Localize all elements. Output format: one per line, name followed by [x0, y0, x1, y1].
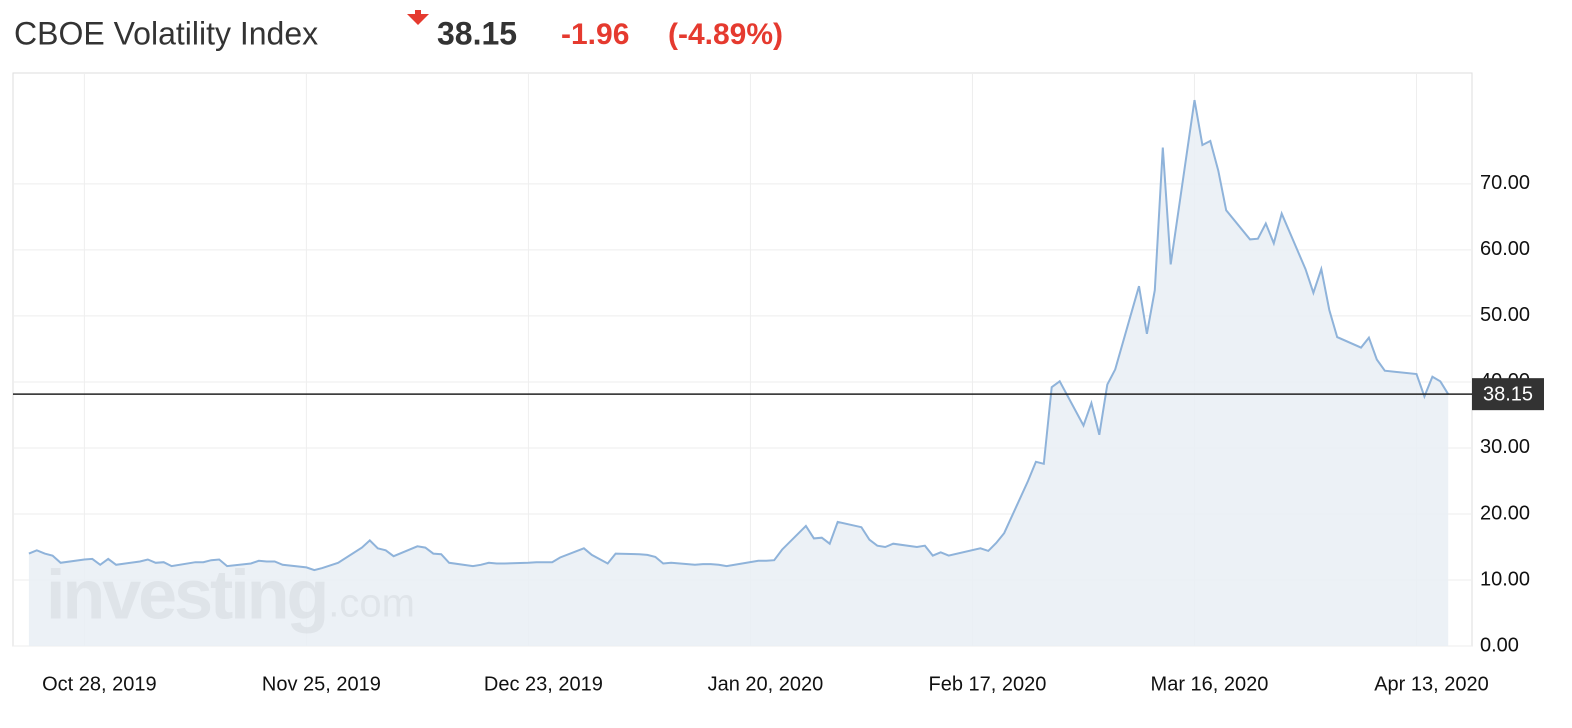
y-tick-label: 70.00	[1480, 172, 1530, 194]
change: -1.96	[561, 18, 629, 51]
y-tick-label: 20.00	[1480, 502, 1530, 524]
area	[28, 100, 1449, 647]
y-tick-label: 30.00	[1480, 436, 1530, 458]
current-value-box	[1472, 378, 1544, 411]
line	[28, 99, 1450, 572]
x-tick-label: Dec 23, 2019	[484, 673, 603, 695]
y-tick-label: 60.00	[1480, 238, 1530, 260]
title: CBOE Volatility Index	[14, 15, 318, 51]
y-tick-label: 50.00	[1480, 304, 1530, 326]
x-tick-label: Nov 25, 2019	[262, 673, 381, 695]
x-tick-label: Mar 16, 2020	[1151, 673, 1269, 695]
change-percent: (-4.89%)	[668, 18, 783, 51]
y-tick-label: 10.00	[1480, 568, 1530, 590]
x-tick-label: Jan 20, 2020	[708, 673, 824, 695]
price: 38.15	[437, 15, 517, 51]
x-tick-label: Oct 28, 2019	[42, 673, 157, 695]
current-value-label: 38.15	[1483, 383, 1533, 405]
down-arrow-icon	[407, 10, 429, 25]
y-tick-label: 0.00	[1480, 634, 1519, 656]
x-tick-label: Apr 13, 2020	[1374, 673, 1489, 695]
x-tick-label: Feb 17, 2020	[929, 673, 1047, 695]
